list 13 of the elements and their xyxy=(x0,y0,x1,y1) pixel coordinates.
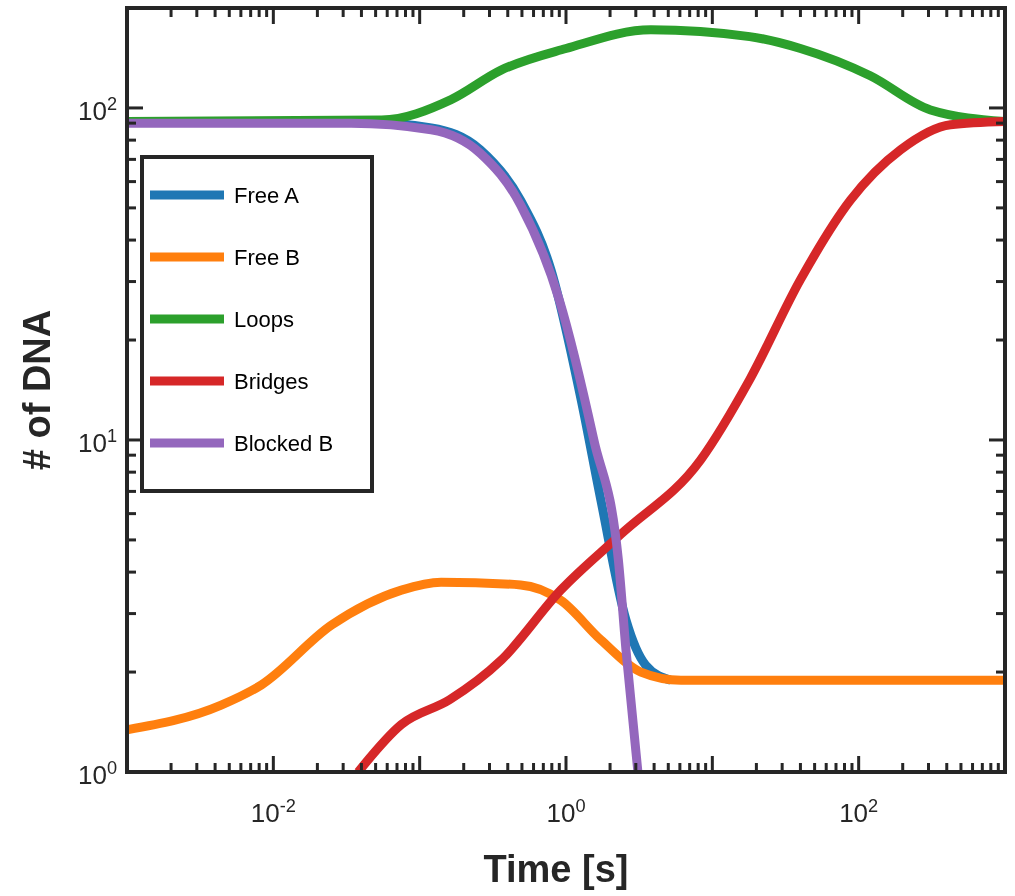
legend-label: Free B xyxy=(234,245,301,270)
legend-label: Bridges xyxy=(234,369,309,394)
y-tick-label: 10$^{0}$ xyxy=(77,758,117,790)
x-tick-label: 10$^{2}$ xyxy=(839,796,879,828)
legend-label: Free A xyxy=(234,183,300,208)
y-tick-label: 10$^{1}$ xyxy=(77,425,117,458)
y-tick-label: 10$^{2}$ xyxy=(77,93,117,126)
x-tick-label: 10$^{-2}$ xyxy=(250,796,296,828)
y-axis-title: # of DNA xyxy=(16,309,58,471)
legend-label: Blocked B xyxy=(234,431,334,456)
legend-label: Loops xyxy=(234,307,294,332)
x-axis-title: Time [s] xyxy=(483,848,629,890)
x-tick-label: 10$^{0}$ xyxy=(546,796,586,828)
